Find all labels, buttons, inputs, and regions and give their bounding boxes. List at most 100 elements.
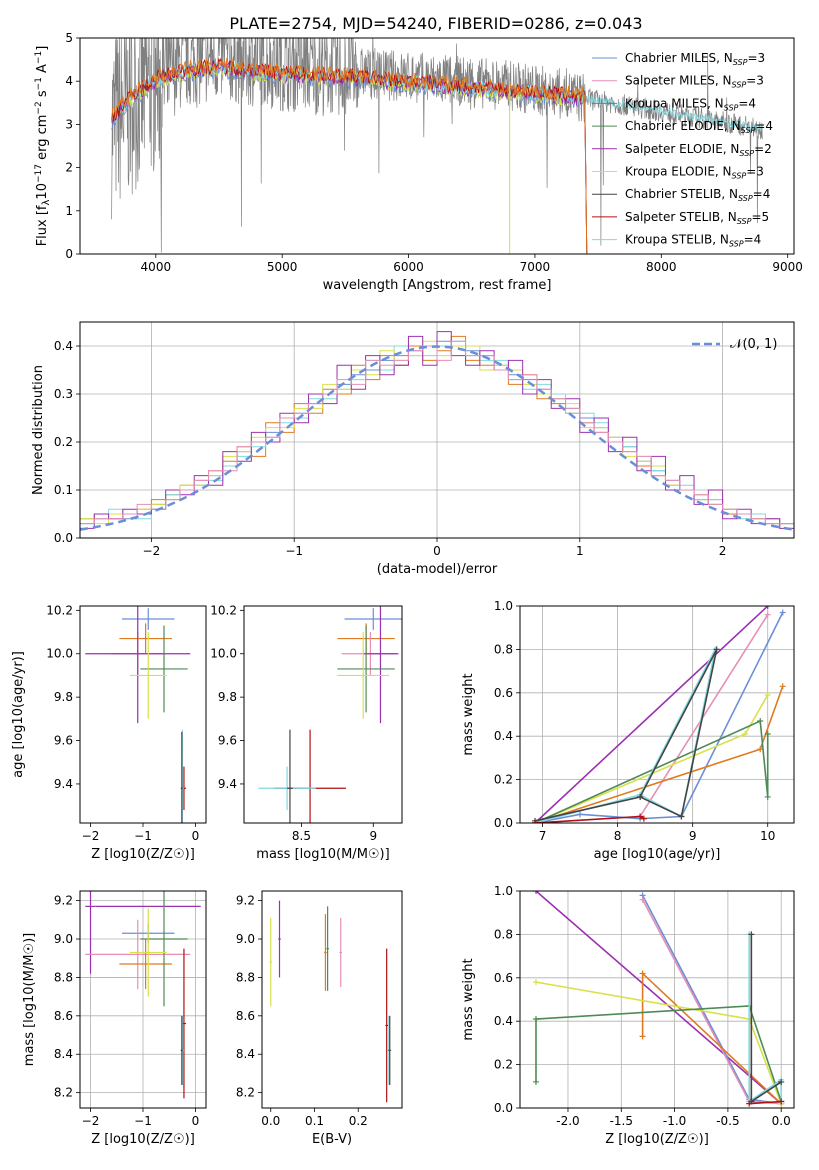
weight-marker [577,811,584,818]
x-tick-label: 0.2 [349,1114,368,1128]
weight-line [534,649,718,822]
y-tick-label: 9.4 [218,777,237,791]
y-tick-label: 2 [65,161,73,175]
plot-residual_hist: −2 −1 0 1 2 0.0 0.1 0.2 0.3 0.4 (data-model)/error… [31,321,795,577]
x-axis-label: Z [log10(Z/Z☉)] [91,1132,195,1147]
legend-label: Salpeter ELODIE, NSSP=2 [625,142,772,158]
x-axis-label: E(B-V) [312,1132,352,1147]
y-tick-label: 0.0 [494,816,513,830]
y-tick-label: 9.6 [218,734,237,748]
axes-frame [79,605,207,824]
plot-spectrum: 4000 5000 6000 7000 8000 9000 0 1 2 3 4 5 wavelength… [34,31,803,293]
legend-label: Kroupa STELIB, NSSP=4 [625,233,761,249]
y-tick-label: 9.0 [236,932,255,946]
weight-line [641,894,782,1105]
weight-marker [637,793,644,800]
model-line [111,60,588,254]
x-axis-label: age [log10(age/yr)] [594,847,721,862]
x-tick-label: 0 [433,544,441,558]
legend-label: Kroupa MILES, NSSP=4 [625,96,756,112]
weight-line [748,934,783,1103]
y-tick-label: 0.3 [54,387,73,401]
y-tick-label: 9.2 [236,894,255,908]
x-tick-label: 0 [192,1114,200,1128]
y-tick-label: 0.0 [494,1101,513,1115]
weight-marker [678,813,685,820]
x-tick-label: 1 [576,544,584,558]
axes-frame [79,321,795,539]
x-tick-label: −1 [134,1114,152,1128]
y-tick-label: 0.2 [54,435,73,449]
y-tick-label: 0.8 [494,927,513,941]
x-tick-label: 8000 [646,260,677,274]
x-tick-label: 7 [539,829,547,843]
x-tick-label: −2 [143,544,161,558]
weight-line [535,981,782,1104]
legend-label: Kroupa ELODIE, NSSP=3 [625,165,764,181]
x-tick-label: -2.0 [556,1114,579,1128]
y-tick-label: 1 [65,204,73,218]
y-tick-label: 5 [65,31,73,45]
x-tick-label: 2 [719,544,727,558]
axes-frame [519,605,795,824]
x-tick-label: 9000 [772,260,803,274]
x-tick-label: −1 [134,829,152,843]
x-tick-label: 9 [369,829,377,843]
legend-label: Chabrier STELIB, NSSP=4 [625,187,770,203]
y-tick-label: 0 [65,247,73,261]
y-axis-label: Flux [fλ10−17 erg cm−2 s−1 A−1] [34,46,52,247]
y-tick-label: 0.4 [494,1014,513,1028]
weight-marker [757,718,764,725]
y-tick-label: 1.0 [494,884,513,898]
weight-line [534,719,769,823]
plot-area-mass_vs_ebv [269,900,392,1103]
x-tick-label: -1.5 [610,1114,633,1128]
y-tick-label: 9.0 [54,932,73,946]
plot-mass_vs_Z: −2 −1 0 8.2 8.4 8.6 8.8 9.0 9.2 Z [log10(Z/Z☉)] ma… [22,890,207,1147]
weight-marker [779,683,786,690]
model-line [111,57,588,254]
plot-area-age_vs_Z [85,606,191,823]
y-tick-label: 9.8 [218,690,237,704]
x-tick-label: -1.0 [663,1114,686,1128]
weight-marker [764,691,771,698]
y-tick-label: 10.0 [46,647,73,661]
plot-area-mass_vs_Z [85,891,201,1099]
x-tick-label: 0.1 [305,1114,324,1128]
weight-marker [764,606,771,609]
y-tick-label: 0.8 [494,642,513,656]
y-tick-label: 9.2 [54,894,73,908]
plot-area-spectrum [111,38,763,254]
plot-area-age_vs_mass [258,606,402,823]
legend-label: Chabrier ELODIE, NSSP=4 [625,119,773,135]
x-tick-label: −1 [285,544,303,558]
y-tick-label: 8.6 [54,1009,73,1023]
plot-mass_vs_ebv: 0.0 0.1 0.2 8.2 8.4 8.6 8.8 9.0 9.2 E(B-V) [236,890,403,1147]
y-tick-label: 9.8 [54,690,73,704]
axes-frame [519,890,795,1109]
x-tick-label: 5000 [267,260,298,274]
weight-marker [639,1033,646,1040]
weight-marker [779,609,786,616]
x-tick-label: 9 [689,829,697,843]
weight-line [750,934,782,1103]
y-tick-label: 0.1 [54,483,73,497]
y-axis-label: mass weight [461,958,476,1040]
weight-marker [640,815,647,822]
x-tick-label: 0.0 [772,1114,791,1128]
weight-marker [637,813,644,820]
plot-area-weight_vs_age [532,606,786,823]
y-tick-label: 9.6 [54,734,73,748]
weight-marker [639,970,646,977]
weight-line [535,1005,782,1102]
weight-marker [748,931,755,938]
axes-frame [243,605,403,824]
legend-label: Salpeter MILES, NSSP=3 [625,74,764,90]
legend-label: Salpeter STELIB, NSSP=5 [625,210,769,226]
y-tick-label: 10.0 [210,647,237,661]
x-tick-label: 10 [760,829,775,843]
x-tick-label: 0.0 [261,1114,280,1128]
x-axis-label: wavelength [Angstrom, rest frame] [323,278,552,293]
x-tick-label: 0 [192,829,200,843]
weight-marker [532,1078,539,1085]
